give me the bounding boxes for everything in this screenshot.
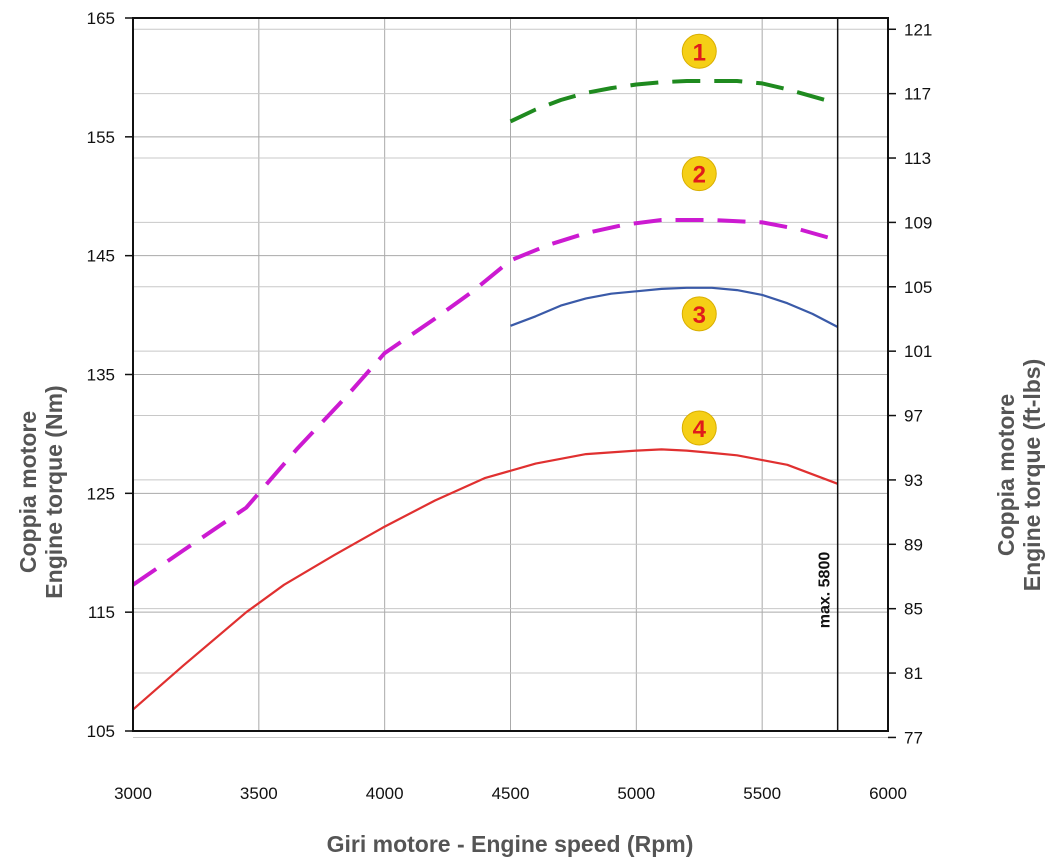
y-left-tick-label: 155 xyxy=(87,128,115,147)
y-left-tick-label: 105 xyxy=(87,722,115,741)
series-line-2 xyxy=(131,218,839,587)
left-axis-title-line2: Engine torque (Nm) xyxy=(41,385,67,598)
y-right-tick-label: 105 xyxy=(904,278,932,297)
series-badge-3: 3 xyxy=(681,296,717,332)
y-right-tick-label: 93 xyxy=(904,471,923,490)
series-line-1 xyxy=(509,79,839,124)
series-badge-label: 3 xyxy=(693,302,706,329)
y-right-tick-label: 89 xyxy=(904,535,923,554)
series-badge-label: 2 xyxy=(693,162,706,189)
y-left-tick-label: 115 xyxy=(88,603,115,622)
series-badge-1: 1 xyxy=(681,33,717,69)
series-badge-label: 4 xyxy=(693,416,707,443)
y-left-tick-label: 135 xyxy=(87,366,115,385)
series-badge-4: 4 xyxy=(681,410,717,446)
x-tick-label: 5000 xyxy=(617,784,655,803)
series-badge-circle xyxy=(681,410,717,446)
y-right-tick-label: 97 xyxy=(904,407,923,426)
grid xyxy=(133,18,888,738)
tick-labels: 3000 3500 4000 4500 5000 5500 6000 105 115 125 135… xyxy=(87,9,933,803)
y-right-tick-label: 109 xyxy=(904,213,932,232)
series-badges: 1 2 3 4 xyxy=(681,33,717,446)
left-axis-title: Coppia motore Engine torque (Nm) xyxy=(15,385,67,598)
right-axis-title-line2: Engine torque (ft-lbs) xyxy=(1019,359,1045,592)
series-badge-circle xyxy=(681,156,717,192)
x-tick-label: 4000 xyxy=(366,784,404,803)
x-tick-label: 4500 xyxy=(492,784,530,803)
series-badge-2: 2 xyxy=(681,156,717,192)
series-lines xyxy=(131,79,839,711)
y-right-tick-label: 117 xyxy=(904,85,931,104)
y-right-tick-label: 77 xyxy=(904,728,923,747)
y-right-tick-label: 85 xyxy=(904,600,923,619)
right-axis-title-line1: Coppia motore xyxy=(993,394,1019,556)
y-left-tick-label: 145 xyxy=(87,247,115,266)
x-tick-label: 6000 xyxy=(869,784,907,803)
series-line-4 xyxy=(132,448,839,711)
y-right-tick-label: 121 xyxy=(904,20,932,39)
series-badge-circle xyxy=(681,296,717,332)
y-left-tick-label: 165 xyxy=(87,9,115,28)
series-badge-circle xyxy=(681,33,717,69)
rpm-limit: max. 5800 xyxy=(817,18,839,731)
x-tick-label: 3500 xyxy=(240,784,278,803)
x-tick-label: 5500 xyxy=(743,784,781,803)
series-line-3 xyxy=(510,286,839,328)
left-axis-title-line1: Coppia motore xyxy=(15,411,41,573)
right-axis-title: Coppia motore Engine torque (ft-lbs) xyxy=(993,359,1045,592)
rpm-limit-label: max. 5800 xyxy=(817,552,834,629)
x-tick-label: 3000 xyxy=(114,784,152,803)
x-axis-title: Giri motore - Engine speed (Rpm) xyxy=(327,831,694,857)
y-right-tick-label: 101 xyxy=(904,342,932,361)
series-badge-label: 1 xyxy=(693,39,706,66)
y-right-tick-label: 81 xyxy=(904,664,923,683)
y-right-tick-label: 113 xyxy=(904,149,931,168)
y-left-tick-label: 125 xyxy=(87,484,115,503)
